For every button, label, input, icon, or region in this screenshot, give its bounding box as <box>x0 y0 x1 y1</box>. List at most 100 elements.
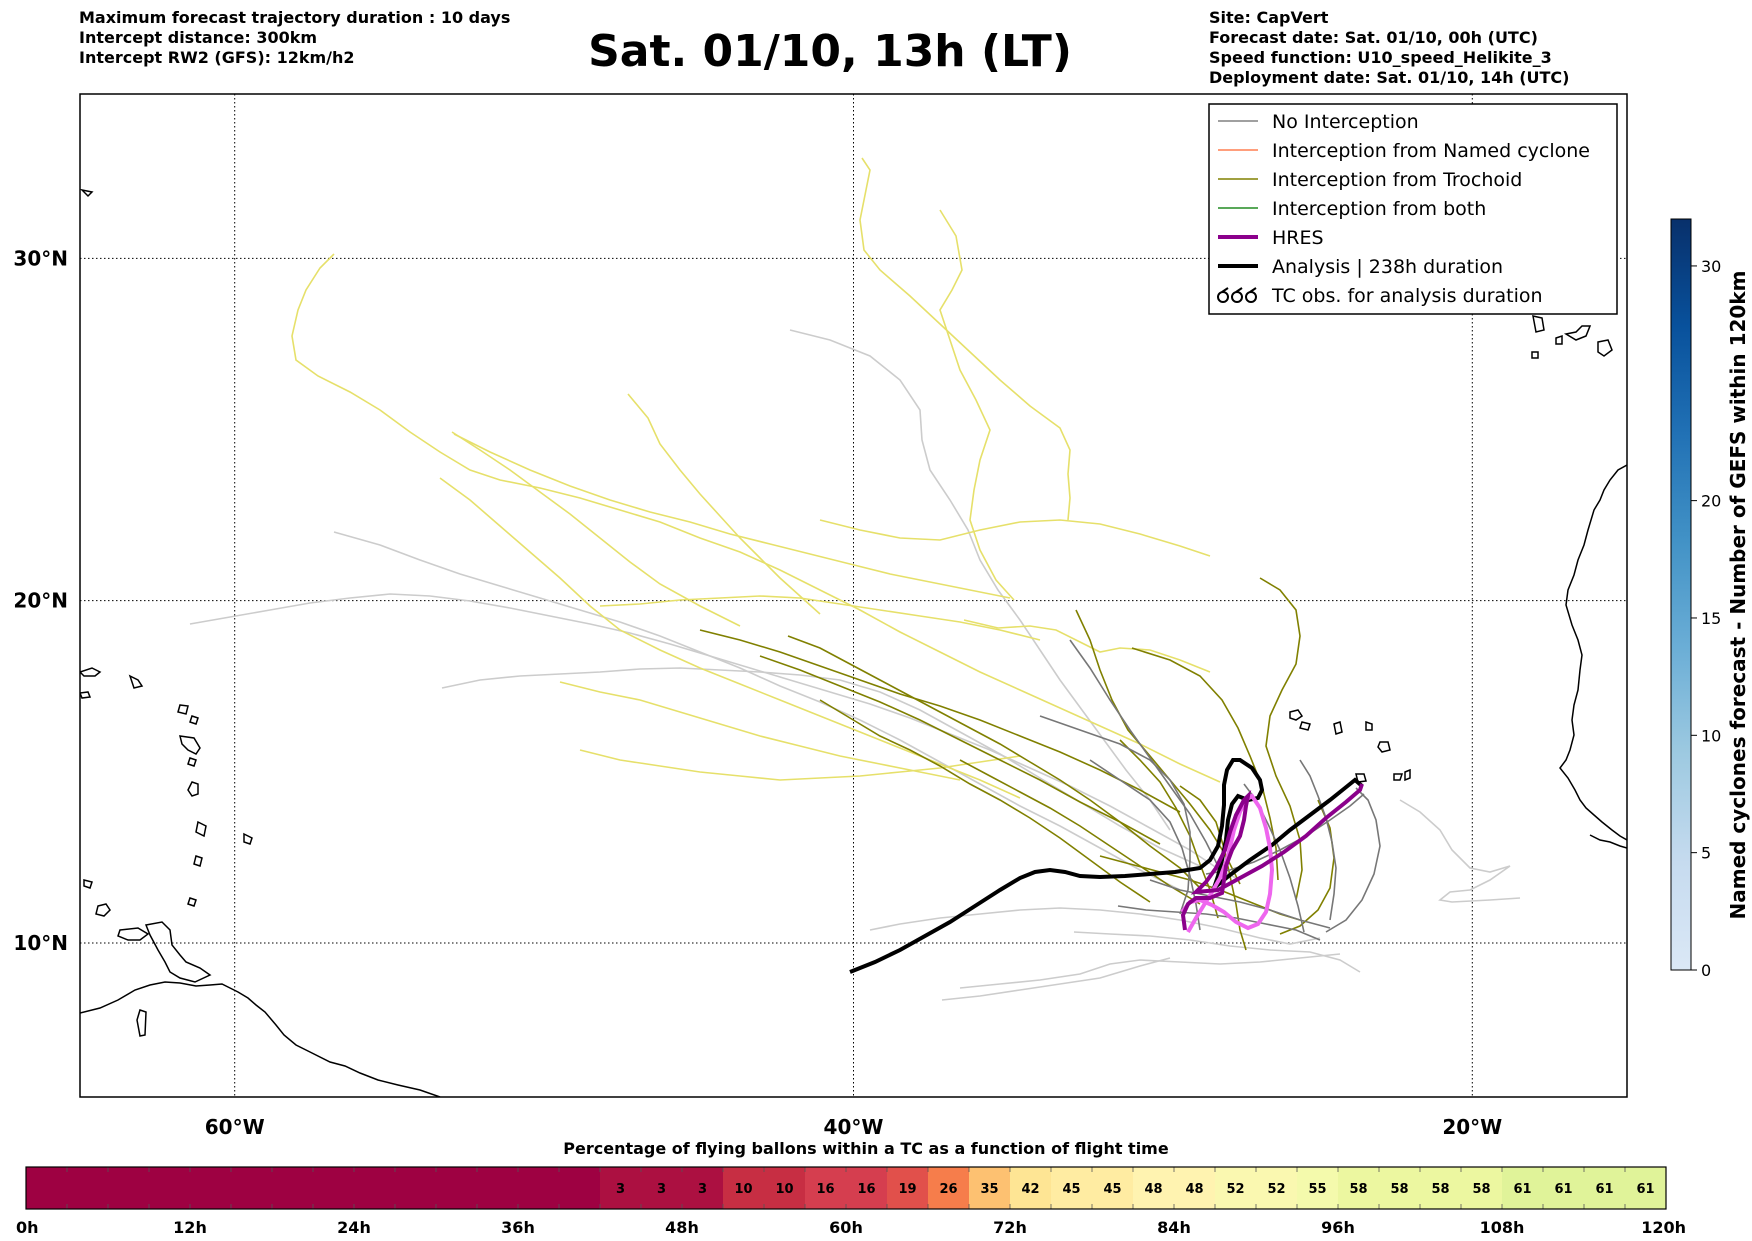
tc-obs-glyph-tail <box>1249 287 1257 293</box>
flight-bar-tick-label: 0h <box>16 1218 39 1237</box>
coastline-africa-rivers <box>1589 834 1627 849</box>
flight-bar-cell <box>190 1167 232 1209</box>
ensemble-trajectory <box>1279 799 1335 935</box>
flight-bar-value: 61 <box>1554 1182 1572 1197</box>
ensemble-trajectory <box>291 253 1221 783</box>
coastline-canary <box>1531 351 1539 359</box>
ensemble-trajectory <box>1149 879 1331 929</box>
longitude-label: 60°W <box>205 1115 265 1139</box>
latitude-label: 20°N <box>13 589 68 613</box>
coastline-canary <box>1532 315 1545 333</box>
flight-bar-value: 16 <box>816 1182 834 1197</box>
colorbar-tick-label: 15 <box>1701 609 1721 628</box>
flight-bar-cell <box>764 1167 806 1209</box>
flight-bar-tick-label: 84h <box>1157 1218 1191 1237</box>
flight-bar-cell <box>1256 1167 1298 1209</box>
hres-trajectory-light <box>1180 793 1275 933</box>
longitude-label: 40°W <box>824 1115 884 1139</box>
ensemble-trajectory <box>959 759 1201 905</box>
flight-bar-value: 3 <box>657 1182 666 1197</box>
coastline-island <box>136 1009 147 1037</box>
flight-bar-tick-label: 108h <box>1480 1218 1525 1237</box>
flight-bar-value: 58 <box>1390 1182 1408 1197</box>
flight-bar-tick-label: 96h <box>1321 1218 1355 1237</box>
colorbar-tick-label: 0 <box>1701 961 1711 980</box>
flight-bar-tick-label: 120h <box>1641 1218 1686 1237</box>
legend-label: No Interception <box>1272 111 1419 133</box>
ensemble-trajectory <box>1299 759 1337 921</box>
legend: No Interception Interception from Named c… <box>1208 103 1618 315</box>
coastline-south-america <box>80 981 441 1097</box>
ensemble-trajectory <box>451 431 741 627</box>
flight-time-bar: Percentage of flying ballons within a TC… <box>16 1139 1686 1237</box>
flight-bar-cell <box>1584 1167 1626 1209</box>
flight-bar-cell <box>436 1167 478 1209</box>
page-title: Sat. 01/10, 13h (LT) <box>588 26 1072 77</box>
coastline-island <box>193 855 203 867</box>
flight-bar-cell <box>272 1167 314 1209</box>
ensemble-trajectory <box>189 593 1241 881</box>
tc-obs-glyph-tail <box>1235 287 1243 293</box>
coastline-cape-verde <box>1404 768 1411 782</box>
header-right-line: Forecast date: Sat. 01/10, 00h (UTC) <box>1209 28 1538 47</box>
coastline-island <box>187 781 199 797</box>
ensemble-trajectory <box>941 957 1171 1001</box>
flight-bar-value: 10 <box>734 1182 752 1197</box>
coastline-canary <box>1555 334 1563 345</box>
flight-bar-value: 42 <box>1021 1182 1039 1197</box>
flight-bar-cell <box>67 1167 109 1209</box>
ensemble-trajectory <box>439 477 1021 799</box>
legend-label: Interception from both <box>1272 198 1486 220</box>
flight-bar-value: 61 <box>1513 1182 1531 1197</box>
colorbar-gradient <box>1670 218 1692 971</box>
flight-bar-cell <box>1092 1167 1134 1209</box>
coastline-island <box>80 691 92 699</box>
coastline-island <box>187 757 197 767</box>
flight-bar-cell <box>805 1167 847 1209</box>
flight-bar-cell <box>723 1167 765 1209</box>
trajectories-trochoid-light <box>291 157 1221 799</box>
flight-bar-cell <box>1010 1167 1052 1209</box>
ensemble-trajectory <box>789 329 1171 831</box>
flight-bar-cell <box>313 1167 355 1209</box>
legend-label: HRES <box>1272 227 1324 249</box>
colorbar-tick-label: 5 <box>1701 844 1711 863</box>
ensemble-trajectory <box>579 749 1021 781</box>
flight-bar-tick-label: 48h <box>665 1218 699 1237</box>
ensemble-trajectory <box>1069 639 1221 871</box>
legend-label: Analysis | 238h duration <box>1272 256 1503 278</box>
coastline-cape-verde <box>1355 773 1367 783</box>
coastline-island <box>128 674 144 689</box>
coastline-island <box>80 188 94 198</box>
flight-bar-value: 10 <box>775 1182 793 1197</box>
ensemble-trajectory <box>1117 905 1321 941</box>
flight-bar-value: 55 <box>1308 1182 1326 1197</box>
flight-bar-tick-label: 60h <box>829 1218 863 1237</box>
flight-bar-value: 48 <box>1185 1182 1203 1197</box>
coastlines <box>80 188 1627 1097</box>
coastline-cape-verde <box>1393 773 1404 781</box>
colorbar: Named cyclones forecast - Number of GEFS… <box>1670 218 1750 980</box>
ensemble-trajectory <box>559 681 961 781</box>
coastline-island <box>80 667 102 677</box>
flight-bar-value: 3 <box>698 1182 707 1197</box>
latitude-label: 10°N <box>13 931 68 955</box>
flight-bar-cell <box>887 1167 929 1209</box>
coastline-canary <box>1563 325 1592 341</box>
coastline-cape-verde <box>1333 721 1343 735</box>
ensemble-trajectory <box>787 635 1201 889</box>
flight-bar-value: 16 <box>857 1182 875 1197</box>
coastline-island <box>177 704 189 715</box>
ensemble-trajectory <box>1073 931 1361 973</box>
coastline-africa <box>1559 464 1627 841</box>
flight-bar-cell <box>1215 1167 1257 1209</box>
flight-bar-value: 3 <box>616 1182 625 1197</box>
ensemble-trajectory <box>1399 799 1521 903</box>
flight-bar-value: 58 <box>1472 1182 1490 1197</box>
header-right-line: Site: CapVert <box>1209 8 1329 27</box>
colorbar-tick-label: 30 <box>1701 257 1721 276</box>
coastline-island <box>179 735 201 755</box>
header-right: Site: CapVert Forecast date: Sat. 01/10,… <box>1209 8 1569 88</box>
hres-trajectory <box>1180 783 1364 931</box>
flight-bar-cell <box>1338 1167 1380 1209</box>
